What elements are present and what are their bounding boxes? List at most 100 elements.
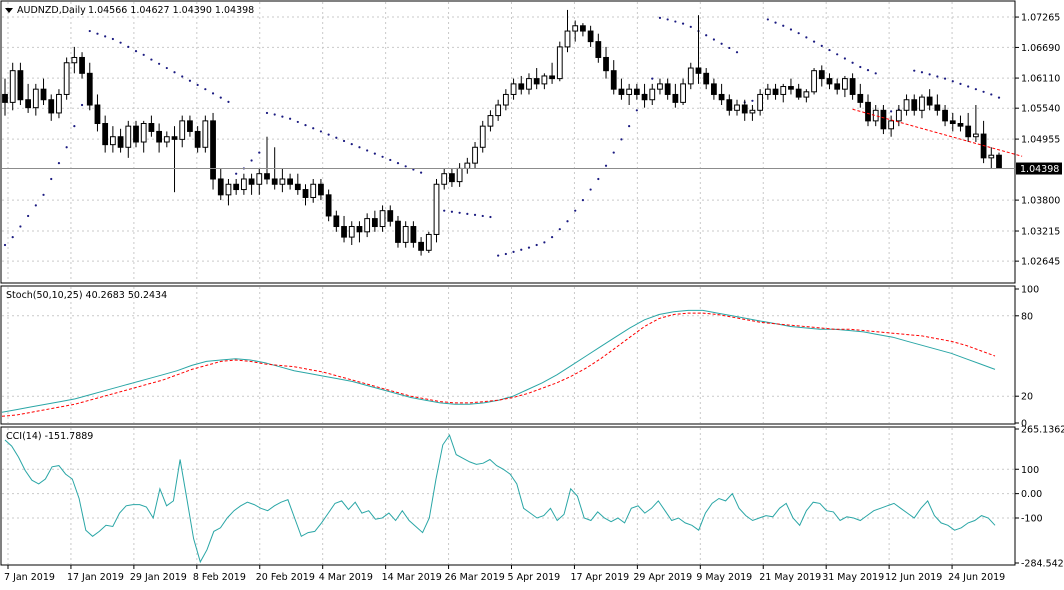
y-tick-label: 1.03800	[1021, 196, 1060, 207]
psar-dot	[550, 235, 554, 239]
psar-dot	[219, 96, 222, 99]
bear-candle	[171, 136, 178, 140]
symbol-title: AUDNZD,Daily	[17, 5, 86, 16]
cci-panel-frame	[0, 426, 1016, 566]
parabolic-sar-layer	[3, 16, 1001, 257]
psar-dot	[196, 83, 199, 87]
bull-candle	[32, 88, 39, 109]
bear-candle	[325, 194, 332, 217]
bear-candle	[248, 178, 255, 185]
psar-dot	[974, 88, 977, 91]
psar-dot	[366, 149, 369, 152]
psar-dot	[497, 254, 500, 257]
cci-tick-label: 265.1362	[1021, 425, 1064, 436]
cci-tick-label: -284.5427	[1021, 559, 1064, 570]
bear-candle	[79, 56, 85, 74]
psar-dot	[227, 100, 230, 103]
psar-dot	[782, 24, 785, 27]
dropdown-triangle-icon[interactable]	[5, 8, 13, 13]
bull-candle	[888, 120, 895, 130]
bear-candle	[395, 220, 401, 243]
bull-candle	[780, 86, 787, 95]
psar-dot	[504, 252, 507, 256]
bull-candle	[63, 62, 70, 95]
bull-candle	[433, 183, 440, 235]
bear-candle	[418, 241, 424, 251]
bull-candle	[757, 93, 764, 111]
bear-candle	[356, 226, 363, 233]
bull-candle	[811, 70, 817, 93]
bear-candle	[703, 72, 710, 85]
bear-candle	[156, 130, 162, 143]
bear-candle	[25, 99, 32, 109]
stoch-tick-label: 80	[1021, 311, 1033, 322]
stoch-main-line	[1, 309, 996, 413]
psar-dot	[119, 41, 122, 44]
psar-dot	[319, 130, 323, 133]
bull-candle	[526, 78, 532, 90]
psar-dot	[389, 158, 392, 162]
psar-dot	[296, 120, 299, 124]
x-tick-label: 29 Jan 2019	[130, 572, 187, 583]
psar-dot	[42, 193, 45, 196]
psar-dot	[327, 133, 330, 136]
bull-candle	[140, 123, 147, 143]
x-tick-label: 26 Mar 2019	[445, 572, 505, 583]
bear-candle	[911, 99, 918, 111]
psar-dot	[373, 152, 376, 155]
bull-candle	[348, 226, 355, 238]
cci-tick-label: 0.00	[1021, 489, 1042, 500]
psar-dot	[728, 46, 731, 50]
psar-dot	[396, 162, 400, 165]
psar-dot	[597, 177, 600, 181]
psar-dot	[959, 82, 962, 85]
bull-candle	[225, 183, 232, 196]
bull-candle	[109, 136, 116, 146]
bear-candle	[834, 83, 841, 90]
x-tick-label: 31 May 2019	[822, 572, 884, 583]
trendline	[852, 108, 1023, 157]
psar-dot	[173, 71, 176, 74]
bull-candle	[572, 25, 579, 32]
bull-candle	[479, 125, 486, 148]
bear-candle	[264, 173, 270, 180]
x-tick-label: 14 Mar 2019	[382, 572, 442, 583]
bear-candle	[549, 75, 555, 80]
psar-dot	[3, 243, 7, 247]
psar-dot	[751, 99, 754, 102]
psar-dot	[443, 209, 446, 212]
psar-dot	[142, 53, 145, 56]
psar-dot	[851, 61, 854, 64]
psar-dot	[273, 113, 276, 116]
psar-dot	[774, 21, 777, 24]
psar-dot	[527, 246, 531, 249]
bear-candle	[333, 215, 340, 228]
bear-candle	[210, 120, 216, 180]
psar-dot	[658, 16, 662, 19]
bear-candle	[2, 93, 8, 103]
psar-dot	[674, 20, 677, 23]
bear-candle	[387, 210, 394, 222]
x-tick-label: 12 Jun 2019	[885, 572, 942, 583]
stochastic-layer	[1, 309, 996, 417]
trendline-layer	[852, 108, 1023, 157]
psar-dot	[890, 110, 893, 113]
axis-layer: 7 Jan 2019 17 Jan 2019 29 Jan 2019 8 Feb 20…	[2, 13, 1064, 583]
bear-candle	[595, 41, 602, 58]
bull-candle	[163, 136, 170, 143]
bull-candle	[687, 67, 694, 85]
bear-candle	[233, 183, 240, 191]
bear-candle	[40, 88, 47, 101]
bull-candle	[510, 83, 517, 95]
bear-candle	[194, 130, 201, 148]
ohlc-values: 1.04566 1.04627 1.04390 1.04398	[88, 5, 254, 16]
psar-dot	[512, 250, 515, 253]
psar-dot	[812, 40, 816, 43]
bear-candle	[672, 93, 679, 103]
current-price-tag	[1016, 162, 1062, 175]
bear-candle	[726, 99, 733, 111]
psar-dot	[404, 165, 407, 168]
psar-dot	[304, 123, 307, 127]
